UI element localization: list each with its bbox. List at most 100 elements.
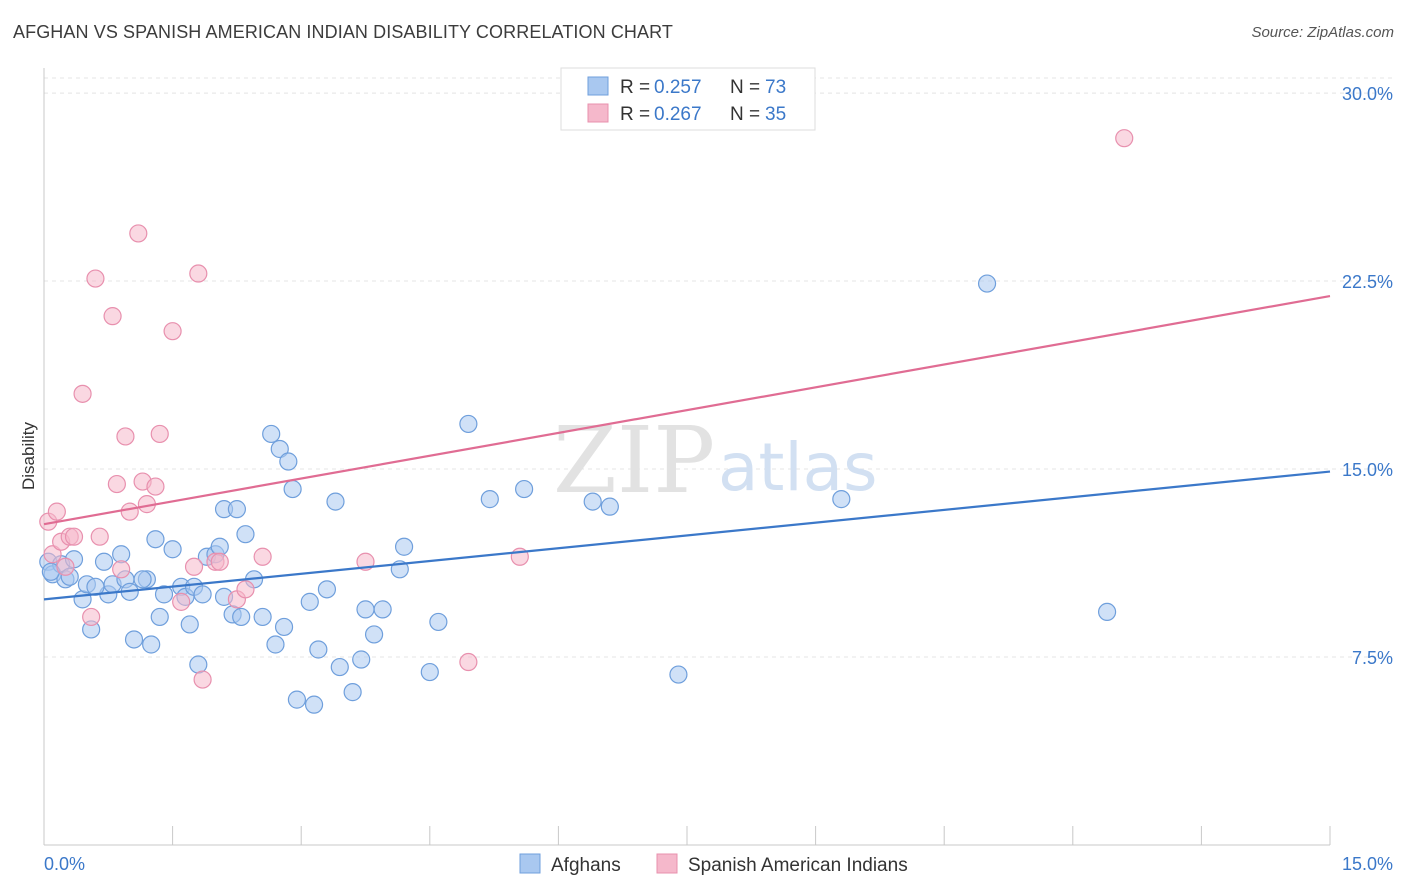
point-spanish-american-indians-20: [150, 424, 169, 444]
watermark: ZIP atlas: [553, 407, 878, 514]
point-afghans-61: [480, 490, 499, 509]
bottom-legend-label-afghans: Afghans: [551, 855, 621, 876]
x-ticks: [43, 826, 1331, 845]
point-spanish-american-indians-30: [253, 547, 272, 566]
y-tick-label-2: 22.5%: [1342, 272, 1393, 292]
point-afghans-49: [326, 492, 345, 511]
point-afghans-52: [352, 650, 371, 669]
point-afghans-48: [317, 580, 337, 599]
point-afghans-50: [330, 657, 349, 677]
point-afghans-24: [180, 615, 199, 634]
point-afghans-6: [73, 590, 92, 609]
y-tick-label-3: 30.0%: [1342, 84, 1393, 104]
point-spanish-american-indians-19: [146, 477, 165, 496]
point-afghans-67: [977, 274, 997, 293]
point-afghans-19: [150, 607, 169, 627]
chart-source: Source: ZipAtlas.com: [1251, 24, 1394, 41]
point-afghans-15: [124, 630, 144, 649]
point-afghans-40: [270, 439, 289, 459]
point-spanish-american-indians-10: [90, 527, 109, 546]
point-spanish-american-indians-6: [64, 527, 84, 546]
point-afghans-26: [189, 655, 208, 674]
point-afghans-65: [669, 665, 688, 684]
x-tick-label-max: 15.0%: [1342, 854, 1393, 874]
point-afghans-34: [232, 607, 251, 627]
point-afghans-68: [1097, 602, 1117, 622]
point-afghans-38: [262, 424, 281, 444]
y-tick-label-0: 7.5%: [1352, 648, 1393, 668]
legend-n-label-afghans: N =: [730, 77, 760, 98]
point-afghans-64: [600, 497, 619, 516]
trend-line-spanish-american-indians: [43, 295, 1331, 526]
legend-swatch-afghans: [587, 76, 609, 96]
point-afghans-60: [459, 414, 478, 434]
point-spanish-american-indians-22: [172, 592, 191, 611]
legend-n-value-spanish-american-indians: 35: [765, 104, 786, 125]
legend-box: R = 0.257 N = 73 R = 0.267 N = 35: [560, 67, 816, 131]
point-afghans-44: [287, 690, 307, 709]
point-spanish-american-indians-9: [86, 269, 105, 288]
y-tick-labels: 7.5% 15.0% 22.5% 30.0%: [1342, 84, 1393, 668]
point-spanish-american-indians-23: [184, 557, 204, 576]
y-tick-label-1: 15.0%: [1342, 460, 1393, 480]
point-spanish-american-indians-25: [193, 670, 212, 689]
point-afghans-71: [133, 570, 152, 589]
point-afghans-35: [236, 525, 255, 544]
point-spanish-american-indians-24: [189, 264, 208, 283]
point-spanish-american-indians-7: [73, 384, 92, 403]
bottom-legend-swatch-afghans: [519, 853, 541, 874]
watermark-atlas: atlas: [718, 429, 878, 506]
point-afghans-33: [227, 500, 246, 519]
gridlines: [44, 77, 1393, 658]
point-spanish-american-indians-34: [1115, 129, 1134, 148]
point-spanish-american-indians-27: [210, 552, 229, 571]
series-afghans-points: [39, 274, 1117, 714]
point-spanish-american-indians-32: [459, 652, 478, 672]
point-spanish-american-indians-14: [116, 427, 135, 446]
point-afghans-18: [146, 530, 165, 549]
point-afghans-45: [300, 592, 319, 611]
point-afghans-47: [309, 640, 328, 659]
point-afghans-20: [154, 585, 174, 604]
point-spanish-american-indians-13: [112, 560, 131, 579]
legend-swatch-spanish-american-indians: [587, 103, 609, 123]
y-axis-label: Disability: [19, 421, 38, 490]
trend-line-afghans: [43, 470, 1331, 601]
point-spanish-american-indians-12: [107, 474, 126, 494]
x-tick-label-min: 0.0%: [44, 854, 85, 874]
point-afghans-58: [420, 662, 439, 682]
point-afghans-17: [142, 635, 161, 654]
point-afghans-41: [274, 617, 294, 637]
legend-r-label-afghans: R =: [620, 77, 650, 98]
point-afghans-42: [279, 452, 298, 471]
legend-r-value-spanish-american-indians: 0.267: [654, 104, 702, 125]
bottom-legend-label-spanish-american-indians: Spanish American Indians: [688, 855, 908, 876]
legend-n-value-afghans: 73: [765, 77, 786, 98]
point-spanish-american-indians-11: [103, 307, 122, 326]
legend-r-value-afghans: 0.257: [654, 77, 702, 98]
point-spanish-american-indians-4: [56, 557, 75, 576]
point-afghans-55: [373, 600, 392, 619]
point-afghans-37: [253, 607, 272, 627]
point-afghans-53: [356, 600, 375, 619]
point-spanish-american-indians-2: [47, 502, 66, 521]
point-spanish-american-indians-16: [129, 224, 148, 243]
trend-lines: [43, 295, 1331, 601]
watermark-zip: ZIP: [553, 407, 715, 514]
chart-title: AFGHAN VS SPANISH AMERICAN INDIAN DISABI…: [13, 22, 673, 42]
legend-n-label-spanish-american-indians: N =: [730, 104, 760, 125]
point-afghans-57: [394, 537, 414, 556]
point-afghans-21: [163, 540, 182, 559]
point-spanish-american-indians-1: [43, 545, 62, 564]
point-afghans-9: [94, 552, 114, 571]
bottom-legend: Afghans Spanish American Indians: [519, 853, 908, 876]
bottom-legend-swatch-spanish-american-indians: [656, 853, 678, 874]
point-afghans-43: [283, 479, 302, 499]
point-afghans-59: [429, 612, 448, 632]
point-spanish-american-indians-21: [163, 322, 182, 341]
point-afghans-39: [266, 635, 285, 654]
point-spanish-american-indians-29: [236, 580, 255, 599]
point-afghans-51: [343, 683, 362, 702]
legend-r-label-spanish-american-indians: R =: [620, 104, 650, 125]
